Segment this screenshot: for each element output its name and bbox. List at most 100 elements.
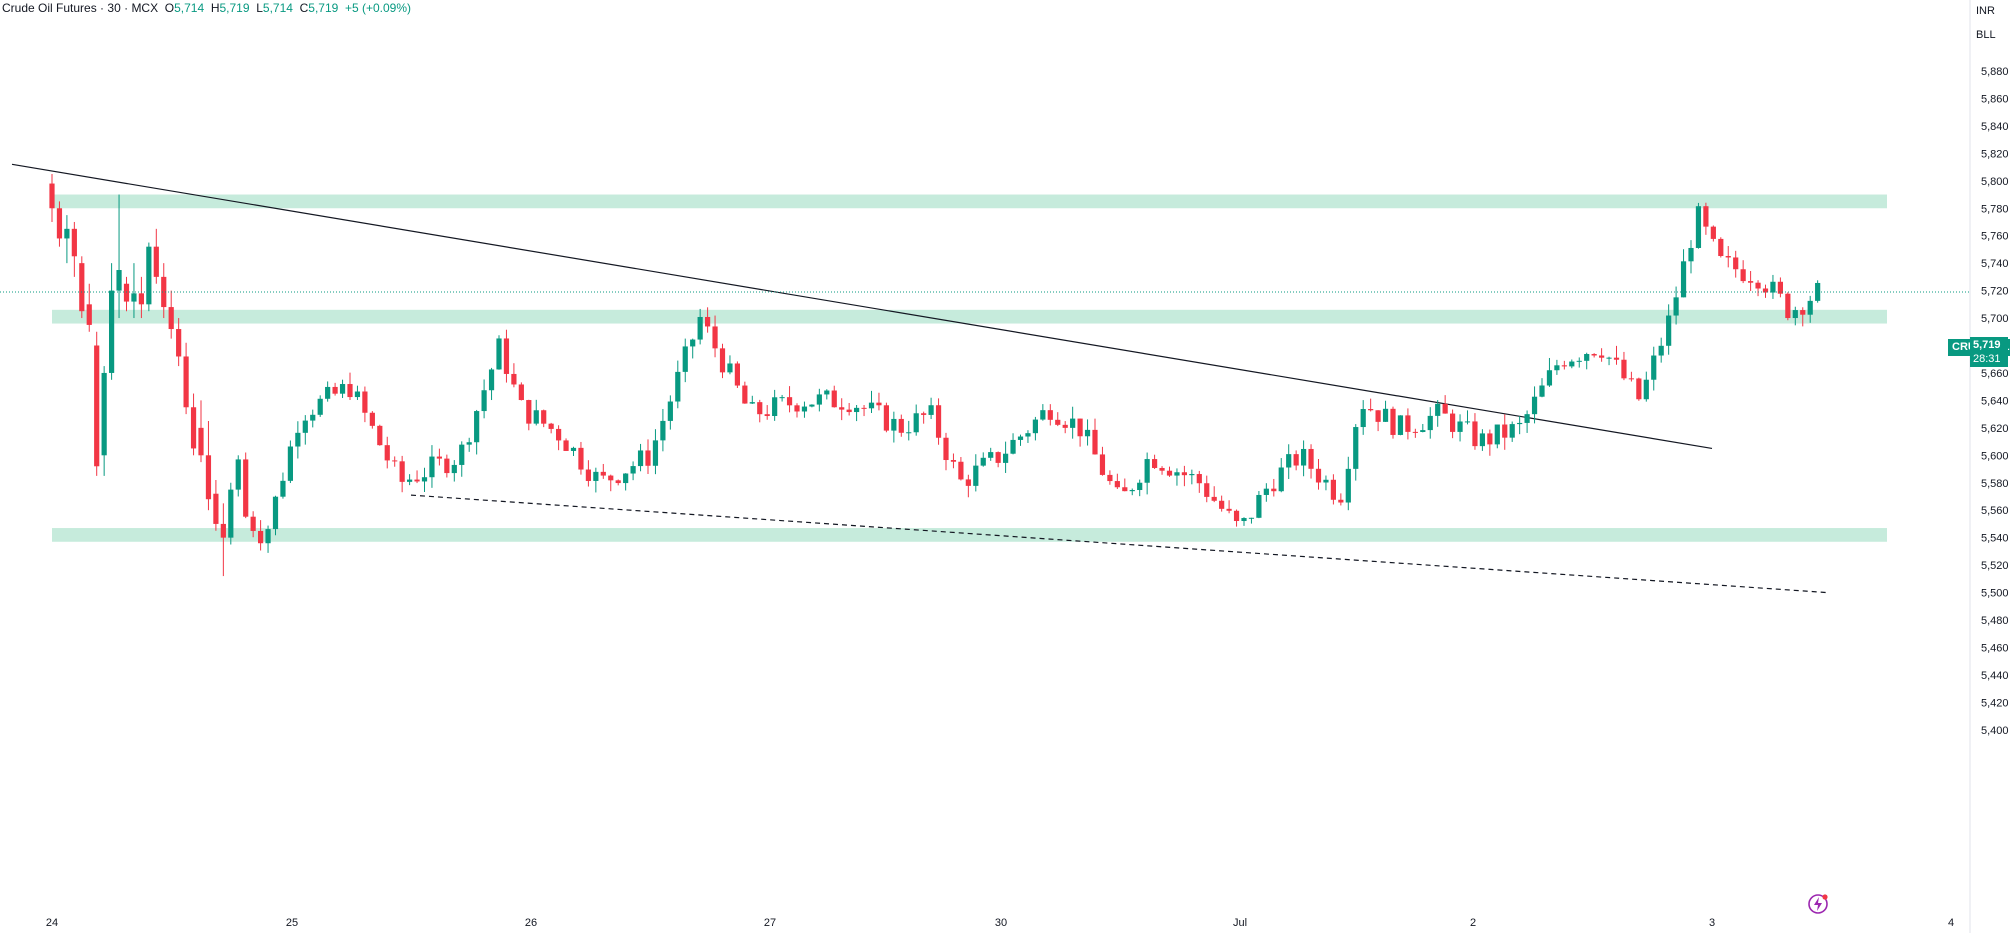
candle-body [1815, 282, 1821, 301]
candle-body [1718, 238, 1724, 257]
candle-body [1561, 365, 1567, 367]
candle-body [973, 465, 979, 486]
candle-body [958, 461, 964, 480]
candle-body [548, 423, 554, 429]
candle-body [1554, 365, 1560, 371]
price-tick-label: 5,400 [1981, 725, 2009, 737]
candle-body [526, 400, 532, 424]
lightning-icon[interactable] [1806, 892, 1830, 916]
candle-body [451, 464, 457, 474]
candle-body [1204, 483, 1210, 497]
unit-button[interactable]: BLL [1976, 29, 1996, 41]
candle-body [436, 456, 442, 459]
candle-body [1375, 410, 1381, 422]
candle-body [228, 489, 234, 538]
candle-body [176, 329, 182, 357]
candle-body [541, 410, 547, 424]
candle-body [697, 316, 703, 340]
candle-body [1338, 499, 1344, 503]
candle-body [1762, 288, 1769, 293]
candle-body [1695, 206, 1702, 248]
candle-body [1017, 436, 1024, 440]
candle-body [511, 373, 517, 385]
high-label: H [210, 1, 220, 15]
candle-body [369, 412, 375, 426]
candle-body [645, 450, 651, 466]
candle-body [1546, 370, 1553, 386]
candle-body [1524, 414, 1530, 423]
zone-2[interactable] [52, 528, 1887, 542]
candle-body [1576, 360, 1582, 362]
candle-body [421, 477, 428, 482]
open-value: 5,714 [174, 1, 205, 15]
trendlines[interactable] [11, 163, 1827, 594]
candle-body [459, 444, 465, 465]
candle-body [593, 471, 599, 481]
candle-body [146, 246, 152, 305]
time-tick-label: 3 [1709, 917, 1715, 929]
candle-body [407, 479, 413, 482]
candle-body [563, 440, 569, 451]
candle-body [1055, 419, 1061, 425]
candle-body [1800, 310, 1806, 315]
candle-body [637, 450, 644, 467]
candle-body [1472, 421, 1478, 447]
symbol-legend[interactable]: Crude Oil Futures · 30 · MCX O5,714 H5,7… [2, 1, 412, 15]
zone-0[interactable] [52, 194, 1887, 209]
candle-body [831, 390, 837, 408]
candle-body [190, 407, 197, 449]
candle-body [727, 363, 733, 373]
trendline-solid[interactable] [11, 163, 1713, 450]
price-tick-label: 5,740 [1981, 258, 2009, 270]
price-axis[interactable]: 5,400 5,420 5,440 5,460 5,480 5,500 5,520 5,540… [1981, 66, 2009, 737]
candle-body [1233, 510, 1240, 522]
candle-body [950, 460, 957, 462]
candle-body [1785, 293, 1791, 319]
candle-body [198, 427, 204, 456]
candle-body [772, 397, 778, 417]
candle-body [183, 356, 189, 408]
candle-body [49, 183, 55, 209]
candle-body [1226, 508, 1232, 511]
candle-body [1405, 415, 1411, 432]
candle-body [757, 402, 763, 415]
candle-body [153, 246, 159, 277]
candle-body [79, 263, 85, 312]
candle-body [488, 369, 495, 391]
time-axis[interactable]: 24 25 26 27 30 Jul 2 3 4 [46, 917, 1954, 929]
candle-body [101, 372, 107, 456]
price-tick-label: 5,640 [1981, 395, 2009, 407]
time-tick-label: 25 [286, 917, 298, 929]
candle-body [1591, 354, 1597, 356]
support-resistance-zones[interactable] [52, 194, 1887, 542]
candle-body [1323, 479, 1329, 483]
last-price-value: 5,719 [1973, 339, 2001, 351]
candle-body [801, 406, 808, 412]
candle-body [1084, 429, 1091, 437]
candle-body [1450, 413, 1456, 432]
candle-body [1330, 479, 1336, 500]
candle-body [280, 480, 286, 497]
candle-body [608, 475, 614, 481]
trendline-dashed[interactable] [410, 494, 1827, 594]
price-tick-label: 5,460 [1981, 642, 2009, 654]
candle-body [652, 440, 659, 466]
candle-body [138, 293, 144, 305]
candle-body [1740, 269, 1746, 282]
candle-body [1584, 354, 1590, 361]
candle-body [779, 397, 785, 399]
candle-body [302, 420, 308, 433]
price-tick-label: 5,760 [1981, 231, 2009, 243]
currency-button[interactable]: INR [1976, 5, 1995, 17]
price-tick-label: 5,880 [1981, 66, 2009, 78]
candle-body [1777, 281, 1783, 294]
zone-1[interactable] [52, 309, 1887, 324]
candle-body [839, 407, 845, 410]
candle-body [1494, 424, 1500, 445]
candle-body [235, 459, 241, 490]
candle-body [868, 402, 875, 409]
candle-body [675, 371, 681, 402]
candle-body [1107, 474, 1113, 482]
candle-body [1278, 467, 1284, 492]
